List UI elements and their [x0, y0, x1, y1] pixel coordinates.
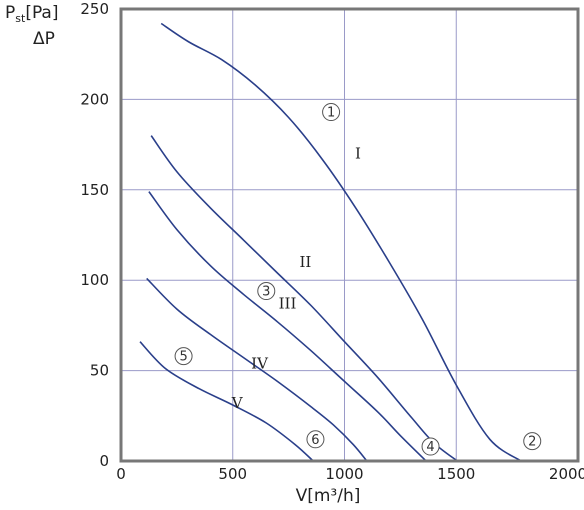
curve-iii [148, 191, 427, 462]
y-axis-label-delta: ΔP [33, 29, 55, 49]
x-tick-label: 2000 [549, 465, 584, 483]
grid [121, 9, 578, 461]
curve-label: II [299, 253, 311, 271]
markers: 1 2 3 4 5 6 [174, 103, 542, 456]
curve-ii [150, 135, 458, 462]
y-tick-label: 250 [80, 0, 109, 18]
x-tick-label: 1000 [325, 465, 363, 483]
marker-1: 1 [322, 103, 341, 122]
curve-label: I [355, 145, 361, 163]
marker-circle [306, 430, 325, 449]
x-tick-label: 1500 [437, 465, 475, 483]
curve-v [139, 341, 314, 462]
marker-number: 3 [262, 285, 270, 300]
marker-number: 5 [179, 350, 187, 365]
y-axis-label-main: P [5, 3, 15, 23]
x-tick-label: 0 [116, 465, 126, 483]
curves [139, 22, 522, 462]
marker-2: 2 [523, 432, 542, 451]
curve-label: IV [251, 354, 269, 372]
marker-6: 6 [306, 430, 325, 449]
marker-circle [174, 347, 193, 366]
marker-5: 5 [174, 347, 193, 366]
y-axis-label-unit: [Pa] [25, 3, 58, 23]
x-axis-label: V[m³/h] [296, 486, 361, 506]
plot-frame [119, 7, 580, 463]
marker-number: 1 [327, 106, 335, 121]
curve-label: III [279, 295, 297, 313]
y-tick-label: 200 [80, 90, 109, 108]
y-tick-label: 0 [99, 452, 109, 470]
y-tick-label: 100 [80, 271, 109, 289]
marker-number: 6 [311, 433, 319, 448]
marker-circle [421, 437, 440, 456]
y-axis-label: Pst[Pa] [5, 3, 58, 25]
x-tick-label: 500 [218, 465, 247, 483]
y-tick-label: 150 [80, 181, 109, 199]
y-tick-label: 50 [90, 362, 109, 380]
marker-number: 4 [426, 440, 434, 455]
curve-iv [146, 277, 368, 462]
curve-label: V [231, 394, 244, 412]
marker-4: 4 [421, 437, 440, 456]
tick-labels: 0 50 100 150 200 250 0 500 1000 1500 2000 [80, 0, 584, 483]
marker-3: 3 [257, 282, 276, 301]
marker-number: 2 [528, 435, 536, 450]
marker-circle [257, 282, 276, 301]
marker-circle [523, 432, 542, 451]
y-axis-label-sub: st [15, 12, 26, 25]
curve-i [160, 22, 522, 462]
marker-circle [322, 103, 341, 122]
